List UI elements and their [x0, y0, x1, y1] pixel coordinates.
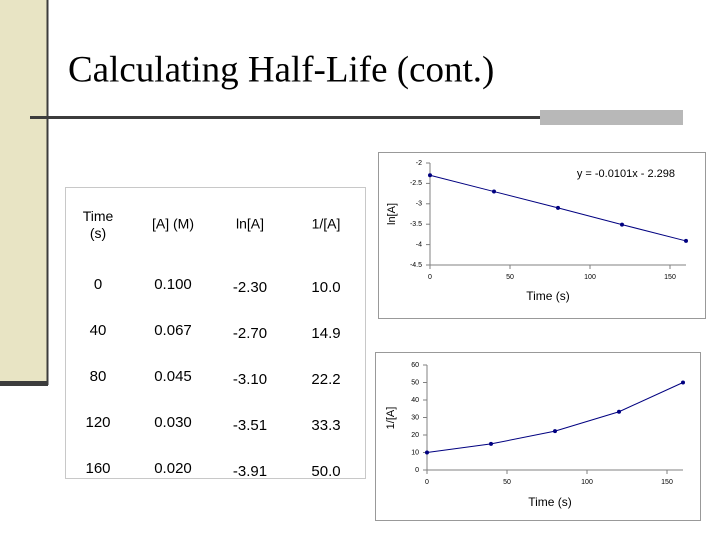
x-tick-label: 0: [425, 479, 429, 486]
y-tick-label: 50: [411, 379, 419, 386]
data-point: [684, 238, 688, 243]
table-cell: 22.2: [311, 371, 340, 388]
table-cell: 0.030: [154, 414, 192, 431]
equation: y = -0.0101x - 2.298: [577, 168, 675, 180]
table-cell: 0.067: [154, 322, 192, 339]
x-tick-label: 50: [506, 274, 514, 281]
y-tick-label: 30: [411, 414, 419, 421]
data-point: [489, 441, 493, 446]
x-tick-label: 100: [581, 479, 593, 486]
table-cell: 50.0: [311, 463, 340, 480]
y-tick-label: -2.5: [410, 180, 422, 187]
y-tick-label: -4: [416, 241, 422, 248]
side-band: [0, 0, 47, 383]
data-point: [556, 205, 560, 210]
y-axis-label: 1/[A]: [385, 407, 397, 430]
data-point: [620, 222, 624, 227]
y-tick-label: -3.5: [410, 221, 422, 228]
y-tick-label: -2: [416, 160, 422, 167]
table-cell: -3.51: [233, 417, 267, 434]
title-rule: [30, 116, 540, 119]
table-cell: 80: [90, 368, 107, 385]
table-cell: -3.91: [233, 463, 267, 480]
table-cell: 0.100: [154, 276, 192, 293]
x-axis-label: Time (s): [528, 495, 572, 509]
table-header: 1/[A]: [312, 216, 341, 232]
data-point: [425, 450, 429, 455]
table-cell: 10.0: [311, 279, 340, 296]
table-cell: 0.020: [154, 460, 192, 477]
table-cell: -2.70: [233, 325, 267, 342]
y-tick-label: 0: [415, 467, 419, 474]
side-foot: [0, 381, 48, 386]
table-cell: 33.3: [311, 417, 340, 434]
x-tick-label: 150: [661, 479, 673, 486]
x-tick-label: 50: [503, 479, 511, 486]
table-cell: 0.045: [154, 368, 192, 385]
table-header: ln[A]: [236, 216, 264, 232]
table-cell: -2.30: [233, 279, 267, 296]
y-tick-label: 40: [411, 397, 419, 404]
data-point: [617, 409, 621, 414]
y-tick-label: -3: [416, 201, 422, 208]
x-tick-label: 150: [664, 274, 676, 281]
chart-frame: [375, 352, 701, 521]
table-cell: 120: [85, 414, 110, 431]
data-point: [681, 380, 685, 385]
y-tick-label: 60: [411, 362, 419, 369]
x-tick-label: 0: [428, 274, 432, 281]
table-cell: 160: [85, 460, 110, 477]
table-cell: 14.9: [311, 325, 340, 342]
y-tick-label: 10: [411, 449, 419, 456]
table-cell: 0: [94, 276, 102, 293]
data-point: [492, 189, 496, 194]
table-cell: -3.10: [233, 371, 267, 388]
x-tick-label: 100: [584, 274, 596, 281]
title-rule-accent: [540, 110, 683, 125]
data-point: [553, 429, 557, 434]
table-border: [65, 187, 366, 479]
chart-frame: [378, 152, 706, 319]
y-axis-label: ln[A]: [386, 203, 398, 225]
data-point: [428, 173, 432, 178]
y-tick-label: -4.5: [410, 262, 422, 269]
x-axis-label: Time (s): [526, 289, 570, 303]
table-header: Time (s): [83, 208, 114, 241]
y-tick-label: 20: [411, 432, 419, 439]
slide-title: Calculating Half-Life (cont.): [68, 49, 494, 90]
table-cell: 40: [90, 322, 107, 339]
table-header: [A] (M): [152, 216, 194, 232]
